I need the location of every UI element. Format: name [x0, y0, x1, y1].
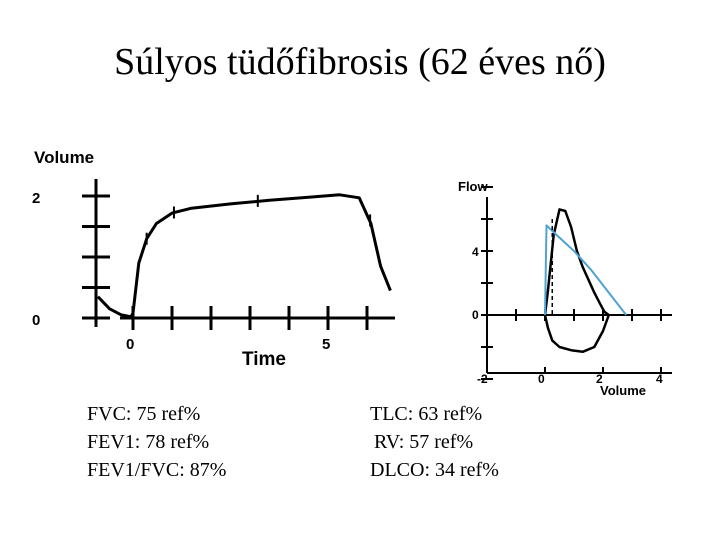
stat-fvc: FVC: 75 ref% [87, 403, 201, 425]
flow-volume-y-tick-label: 4 [472, 245, 479, 259]
stat-tlc: TLC: 63 ref% [370, 403, 483, 425]
stat-rv: RV: 57 ref% [374, 431, 474, 453]
spirogram-x-tick-label: 0 [126, 336, 134, 353]
flow-volume-x-tick-label: 4 [656, 372, 663, 386]
flow-volume-y-tick-label: 0 [472, 308, 479, 322]
slide-title: Súlyos tüdőfibrosis (62 éves nő) [114, 41, 606, 83]
spirogram-y-label: Volume [34, 148, 94, 167]
flow-volume-series-line [544, 224, 627, 316]
spirogram-x-tick-label: 5 [322, 336, 330, 353]
flow-volume-x-tick-label: 2 [596, 372, 603, 386]
flow-volume-series-line [543, 314, 610, 354]
flow-volume-x-tick-label: 0 [538, 372, 545, 386]
spirogram-y-tick-label: 0 [32, 312, 40, 329]
stat-dlco: DLCO: 34 ref% [370, 459, 499, 481]
spirogram-y-tick-label: 2 [32, 190, 40, 207]
spirogram-series-line [96, 193, 392, 319]
spirogram-x-label: Time [242, 349, 286, 370]
stat-fev1: FEV1: 78 ref% [87, 431, 210, 453]
spirogram-chart: Volume Time 2 0 0 5 [32, 148, 395, 370]
flow-volume-x-label: Volume [600, 383, 646, 398]
flow-volume-y-label: Flow [458, 179, 488, 194]
stats-right: TLC: 63 ref% RV: 57 ref% DLCO: 34 ref% [370, 400, 499, 484]
flow-volume-series-line [543, 208, 610, 317]
stats-left: FVC: 75 ref% FEV1: 78 ref% FEV1/FVC: 87% [87, 400, 226, 484]
flow-volume-chart: Flow Volume 4 0 -2 0 2 4 [458, 179, 672, 398]
stat-fev1-fvc: FEV1/FVC: 87% [87, 459, 227, 481]
